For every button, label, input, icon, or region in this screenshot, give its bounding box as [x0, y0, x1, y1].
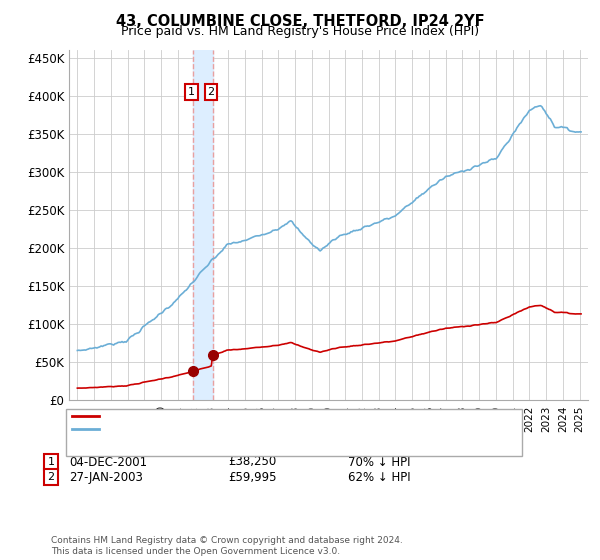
Text: 1: 1 — [188, 87, 195, 97]
Text: 2: 2 — [208, 87, 215, 97]
Text: 27-JAN-2003: 27-JAN-2003 — [69, 470, 143, 484]
Text: Contains HM Land Registry data © Crown copyright and database right 2024.
This d: Contains HM Land Registry data © Crown c… — [51, 536, 403, 556]
Text: HPI: Average price, detached house, Breckland: HPI: Average price, detached house, Brec… — [103, 424, 365, 434]
Text: 70% ↓ HPI: 70% ↓ HPI — [348, 455, 410, 469]
Text: Price paid vs. HM Land Registry's House Price Index (HPI): Price paid vs. HM Land Registry's House … — [121, 25, 479, 38]
Text: 62% ↓ HPI: 62% ↓ HPI — [348, 470, 410, 484]
Text: 1: 1 — [47, 457, 55, 467]
Text: £59,995: £59,995 — [228, 470, 277, 484]
Bar — [193, 50, 212, 400]
Text: 2: 2 — [47, 472, 55, 482]
Text: 43, COLUMBINE CLOSE, THETFORD, IP24 2YF (detached house): 43, COLUMBINE CLOSE, THETFORD, IP24 2YF … — [103, 410, 455, 421]
Text: 04-DEC-2001: 04-DEC-2001 — [69, 455, 147, 469]
Text: £38,250: £38,250 — [228, 455, 276, 469]
Text: 43, COLUMBINE CLOSE, THETFORD, IP24 2YF: 43, COLUMBINE CLOSE, THETFORD, IP24 2YF — [116, 14, 484, 29]
